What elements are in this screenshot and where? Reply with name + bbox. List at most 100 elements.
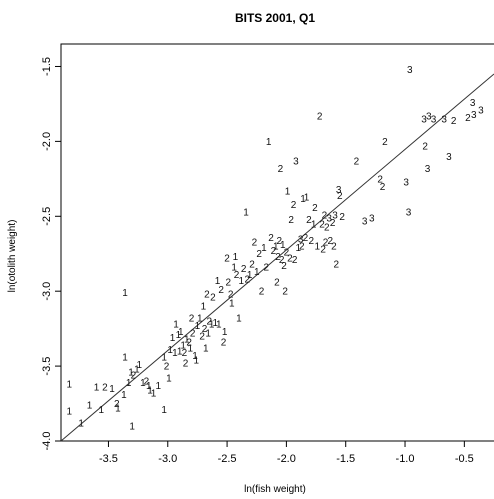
data-point: 2 xyxy=(204,290,210,301)
data-point: 2 xyxy=(182,348,188,359)
data-point: 1 xyxy=(147,386,153,397)
data-point: 2 xyxy=(183,359,189,370)
data-point: 2 xyxy=(131,371,137,382)
data-point: 1 xyxy=(295,243,301,254)
data-point: 2 xyxy=(323,237,329,248)
x-tick-label: -1.5 xyxy=(336,453,355,465)
data-point: 1 xyxy=(285,186,291,197)
data-point: 1 xyxy=(137,360,143,371)
data-point: 1 xyxy=(243,207,249,218)
data-point: 1 xyxy=(273,242,279,253)
y-axis-label: ln(otolith weight) xyxy=(7,220,18,293)
x-tick-label: -0.5 xyxy=(455,453,474,465)
data-point: 1 xyxy=(184,335,190,346)
data-point: 3 xyxy=(406,207,412,218)
data-point: 2 xyxy=(465,113,471,124)
x-tick-label: -3.0 xyxy=(158,453,177,465)
data-point: 2 xyxy=(114,399,120,410)
data-point: 2 xyxy=(287,254,293,265)
data-point: 3 xyxy=(369,213,375,224)
data-point: 1 xyxy=(192,351,198,362)
data-point: 1 xyxy=(121,390,127,401)
data-point: 2 xyxy=(218,285,224,296)
data-point: 3 xyxy=(403,177,409,188)
data-point: 2 xyxy=(241,264,247,275)
data-point: 2 xyxy=(322,210,328,221)
data-point: 1 xyxy=(170,333,176,344)
data-point: 3 xyxy=(471,110,477,121)
data-point: 3 xyxy=(421,114,427,125)
data-point: 1 xyxy=(205,329,211,340)
data-point: 1 xyxy=(209,320,215,331)
data-point: 1 xyxy=(216,320,222,331)
data-point: 1 xyxy=(201,302,207,313)
data-point: 2 xyxy=(288,215,294,226)
data-point: 2 xyxy=(276,236,282,247)
plot-border xyxy=(60,43,494,442)
data-point: 1 xyxy=(122,288,128,299)
data-point: 2 xyxy=(234,270,240,281)
x-tick-label: -2.0 xyxy=(277,453,296,465)
data-point: 2 xyxy=(306,215,312,226)
data-point: 1 xyxy=(203,344,209,355)
data-point: 1 xyxy=(195,321,201,332)
x-tick-label: -2.5 xyxy=(218,453,237,465)
y-tick-label: -2.5 xyxy=(41,207,53,226)
data-point: 2 xyxy=(189,314,195,325)
data-point: 1 xyxy=(78,419,84,430)
data-point: 2 xyxy=(328,236,334,247)
data-point: 1 xyxy=(311,219,317,230)
data-point: 3 xyxy=(326,213,332,224)
data-point: 1 xyxy=(94,383,100,394)
data-point: 2 xyxy=(199,332,205,343)
x-axis: -3.5 -3.0 -2.5 -2.0 -1.5 -1.0 -0.5 xyxy=(99,441,474,465)
data-point: 2 xyxy=(279,255,285,266)
data-point: 2 xyxy=(224,254,230,265)
data-point: 1 xyxy=(166,374,172,385)
data-point: 3 xyxy=(362,216,368,227)
data-point: 1 xyxy=(109,384,115,395)
data-point: 2 xyxy=(422,141,428,152)
data-point: 1 xyxy=(129,422,135,433)
data-point: 2 xyxy=(259,287,265,298)
data-point: 1 xyxy=(233,252,239,263)
data-point: 1 xyxy=(99,405,105,416)
data-point: 2 xyxy=(210,293,216,304)
data-point: 2 xyxy=(186,338,192,349)
data-point: 2 xyxy=(382,137,388,148)
data-point: 1 xyxy=(188,344,194,355)
data-point: 1 xyxy=(236,314,242,325)
data-point: 2 xyxy=(317,111,323,122)
data-point: 3 xyxy=(478,105,484,116)
regression-line xyxy=(60,73,494,442)
data-point: 2 xyxy=(275,252,281,263)
data-point: 1 xyxy=(239,276,245,287)
data-point: 2 xyxy=(256,249,262,260)
data-point: 2 xyxy=(291,200,297,211)
data-point: 2 xyxy=(228,290,234,301)
data-point: 1 xyxy=(128,368,134,379)
data-point: 2 xyxy=(312,203,318,214)
x-axis-label: ln(fish weight) xyxy=(244,484,306,495)
data-point: 3 xyxy=(407,65,413,76)
data-point: 2 xyxy=(263,263,269,274)
data-point: 1 xyxy=(126,378,132,389)
data-point: 3 xyxy=(431,114,437,125)
data-point: 1 xyxy=(172,348,178,359)
data-point: 2 xyxy=(354,156,360,167)
data-point: 2 xyxy=(331,242,337,253)
data-point: 1 xyxy=(155,381,161,392)
data-point: 1 xyxy=(140,378,146,389)
data-point: 2 xyxy=(281,261,287,272)
data-point: 1 xyxy=(67,380,73,391)
data-point: 2 xyxy=(303,233,309,244)
data-point: 3 xyxy=(426,111,432,122)
data-point: 1 xyxy=(134,365,140,376)
data-point: 2 xyxy=(102,383,108,394)
data-point: 2 xyxy=(309,236,315,247)
data-point: 2 xyxy=(271,246,277,257)
data-point: 2 xyxy=(252,237,258,248)
data-point: 3 xyxy=(336,185,342,196)
data-point: 1 xyxy=(215,276,221,287)
data-point: 1 xyxy=(222,327,228,338)
